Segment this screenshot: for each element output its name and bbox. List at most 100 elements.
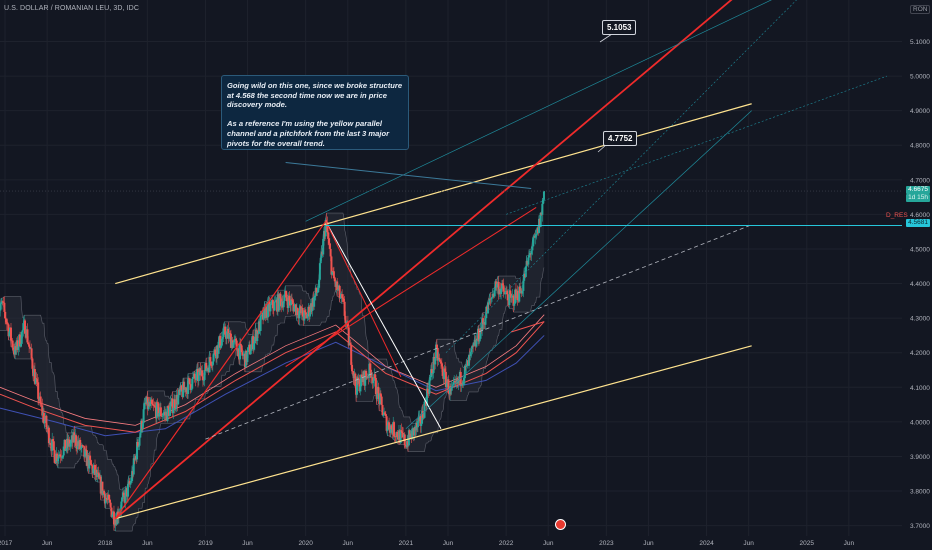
candle-body xyxy=(156,402,159,404)
annotation-text-1: Going wild on this one, since we broke s… xyxy=(227,81,403,110)
price-axis[interactable]: 3.7000 3.8000 3.9000 4.0000 4.1000 4.2000 4.30… xyxy=(902,0,932,550)
candle-body xyxy=(138,437,141,446)
time-tick-label: Jun xyxy=(543,540,554,547)
candle-body xyxy=(426,388,429,394)
candle-body xyxy=(534,234,537,238)
candle-body xyxy=(421,411,424,418)
annotation-note[interactable]: Going wild on this one, since we broke s… xyxy=(221,75,409,150)
candle-body xyxy=(290,299,293,306)
currency-badge[interactable]: RON xyxy=(910,5,931,14)
candle-body xyxy=(31,358,34,369)
candle-body xyxy=(298,310,301,319)
candle-body xyxy=(432,356,435,373)
candle-body xyxy=(96,472,99,478)
candle-body xyxy=(210,361,213,366)
candle-body xyxy=(344,315,347,323)
candle-body xyxy=(12,347,15,350)
candle-body xyxy=(319,257,322,264)
candle-body xyxy=(20,332,23,344)
candle-body xyxy=(89,455,92,461)
candle-body xyxy=(441,366,444,376)
candle-body xyxy=(2,301,5,303)
candle-body xyxy=(330,256,333,275)
time-tick-label: Jun xyxy=(42,540,53,547)
candle-body xyxy=(4,311,7,319)
candle-body xyxy=(33,369,36,384)
moving-averages xyxy=(0,314,545,437)
candle-body xyxy=(1,301,4,303)
candle-body xyxy=(192,376,195,379)
candle-body xyxy=(527,257,530,265)
candle-body xyxy=(413,427,416,436)
candle-body xyxy=(320,251,323,258)
pivot-line-b xyxy=(325,221,442,430)
candle-body xyxy=(53,450,56,463)
candle-body xyxy=(355,377,358,395)
time-tick-label: 2025 xyxy=(800,540,815,547)
target-callout-upper[interactable]: 5.1053 xyxy=(602,20,637,35)
time-axis[interactable]: 2017 Jun 2018 Jun 2019 Jun 2020 Jun 2021 Jun 2022 J… xyxy=(0,536,932,550)
candle-body xyxy=(0,303,2,311)
candle-body xyxy=(35,378,38,380)
price-tick-label: 3.8000 xyxy=(910,489,930,496)
candle-body xyxy=(195,371,198,381)
candle-body xyxy=(193,373,196,379)
candle-body xyxy=(104,497,107,504)
candle-body xyxy=(475,338,478,347)
time-tick-label: Jun xyxy=(142,540,153,547)
candle-body xyxy=(354,373,357,387)
candle-body xyxy=(246,352,249,363)
candle-body xyxy=(34,378,37,384)
candle-body xyxy=(404,444,407,446)
time-tick-label: Jun xyxy=(443,540,454,547)
candle-body xyxy=(447,379,450,394)
candle-body xyxy=(225,331,228,339)
candle-body xyxy=(329,248,332,257)
candle-body xyxy=(369,363,372,370)
target-callout-lower[interactable]: 4.7752 xyxy=(603,131,638,146)
candle-body xyxy=(512,295,515,306)
candle-body xyxy=(122,492,125,496)
candle-body xyxy=(141,423,144,429)
candle-body xyxy=(388,422,391,430)
candle-body xyxy=(336,281,339,291)
candle-body xyxy=(308,306,311,317)
resistance-label: D_RES xyxy=(886,212,908,219)
candle-body xyxy=(111,514,114,517)
time-tick-label: 2017 xyxy=(0,540,13,547)
candle-body xyxy=(531,246,534,251)
candle-body xyxy=(452,382,455,385)
teal-ray-lower xyxy=(405,110,752,430)
candle-body xyxy=(287,295,290,309)
tradingview-logo-icon[interactable] xyxy=(555,519,566,530)
candle-body xyxy=(444,368,447,372)
candle-body xyxy=(379,393,382,397)
time-tick-label: 2023 xyxy=(599,540,614,547)
ma-red-line-2 xyxy=(0,314,545,426)
channel-lower-line xyxy=(115,345,752,520)
candle-body xyxy=(173,399,176,409)
candle-body xyxy=(379,393,382,405)
candle-body xyxy=(137,445,140,447)
candle-body xyxy=(149,401,152,407)
candle-body xyxy=(52,439,55,442)
candle-body xyxy=(278,293,281,311)
time-tick-label: Jun xyxy=(643,540,654,547)
candle-body xyxy=(180,385,183,390)
price-tick-label: 4.2000 xyxy=(910,350,930,357)
candle-body xyxy=(317,287,320,293)
candle-body xyxy=(49,442,52,446)
candle-body xyxy=(19,343,22,347)
candle-body xyxy=(154,406,157,408)
candle-body xyxy=(429,377,432,381)
candle-body xyxy=(131,471,134,481)
candle-body xyxy=(371,377,374,384)
candle-body xyxy=(191,378,194,389)
candle-body xyxy=(469,352,472,356)
price-tick-label: 3.9000 xyxy=(910,454,930,461)
symbol-title[interactable]: U.S. DOLLAR / ROMANIAN LEU, 3D, IDC xyxy=(4,5,139,12)
candle-body xyxy=(108,494,111,500)
candle-body xyxy=(467,355,470,366)
candle-body xyxy=(453,381,456,383)
